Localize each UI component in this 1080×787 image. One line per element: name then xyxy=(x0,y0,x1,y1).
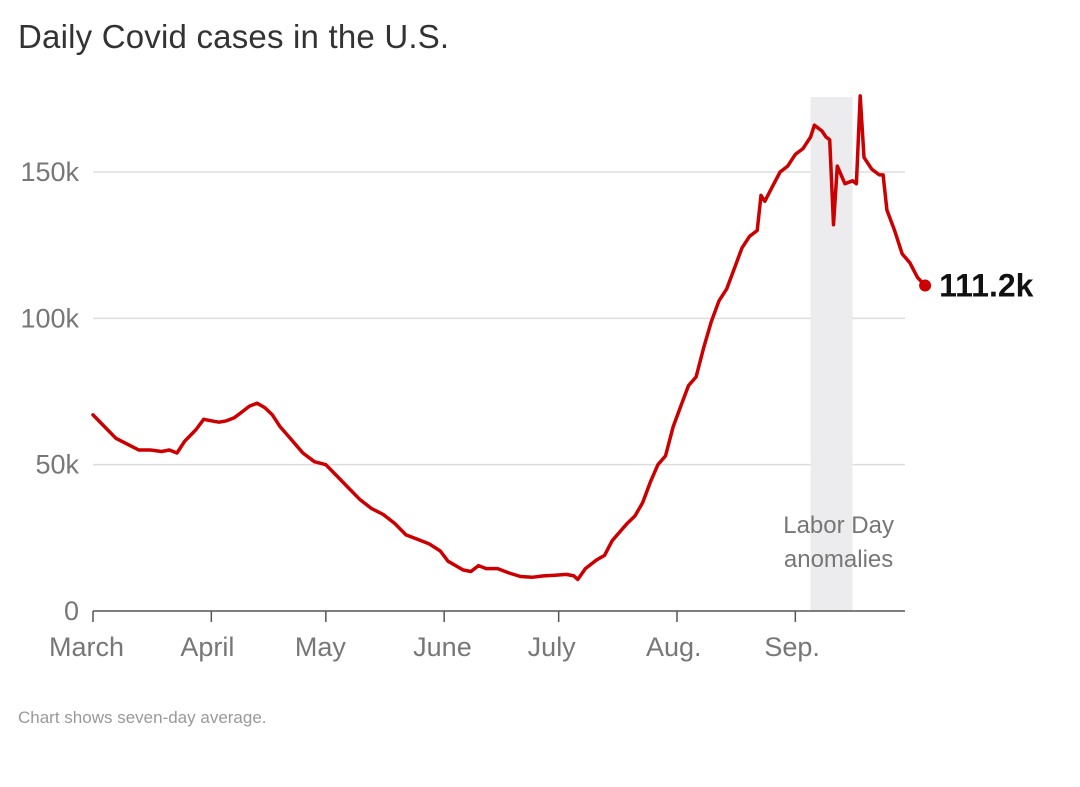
y-tick-label: 100k xyxy=(20,303,79,333)
x-tick-label: March xyxy=(49,632,124,662)
x-axis-ticks: March April May June July Aug. Sep. xyxy=(49,611,820,662)
annotation-line-2: anomalies xyxy=(784,546,893,573)
series-line-daily-cases xyxy=(91,94,927,582)
x-tick-label: Aug. xyxy=(646,632,702,662)
end-value-label: 111.2k xyxy=(939,268,1034,304)
y-tick-label: 150k xyxy=(20,157,79,187)
y-tick-label: 50k xyxy=(35,450,79,480)
y-axis-ticks: 0 50k 100k 150k xyxy=(20,157,79,626)
x-tick-label: April xyxy=(180,632,234,662)
chart-footnote: Chart shows seven-day average. xyxy=(18,708,267,727)
annotation-line-1: Labor Day xyxy=(783,512,894,539)
gridlines xyxy=(93,171,905,466)
x-tick-label: May xyxy=(295,632,347,662)
x-tick-label: July xyxy=(528,632,577,662)
x-tick-label: June xyxy=(413,632,472,662)
series-end-point xyxy=(919,279,932,292)
chart-title: Daily Covid cases in the U.S. xyxy=(18,18,450,55)
y-tick-label: 0 xyxy=(64,596,79,626)
x-tick-label: Sep. xyxy=(764,632,820,662)
